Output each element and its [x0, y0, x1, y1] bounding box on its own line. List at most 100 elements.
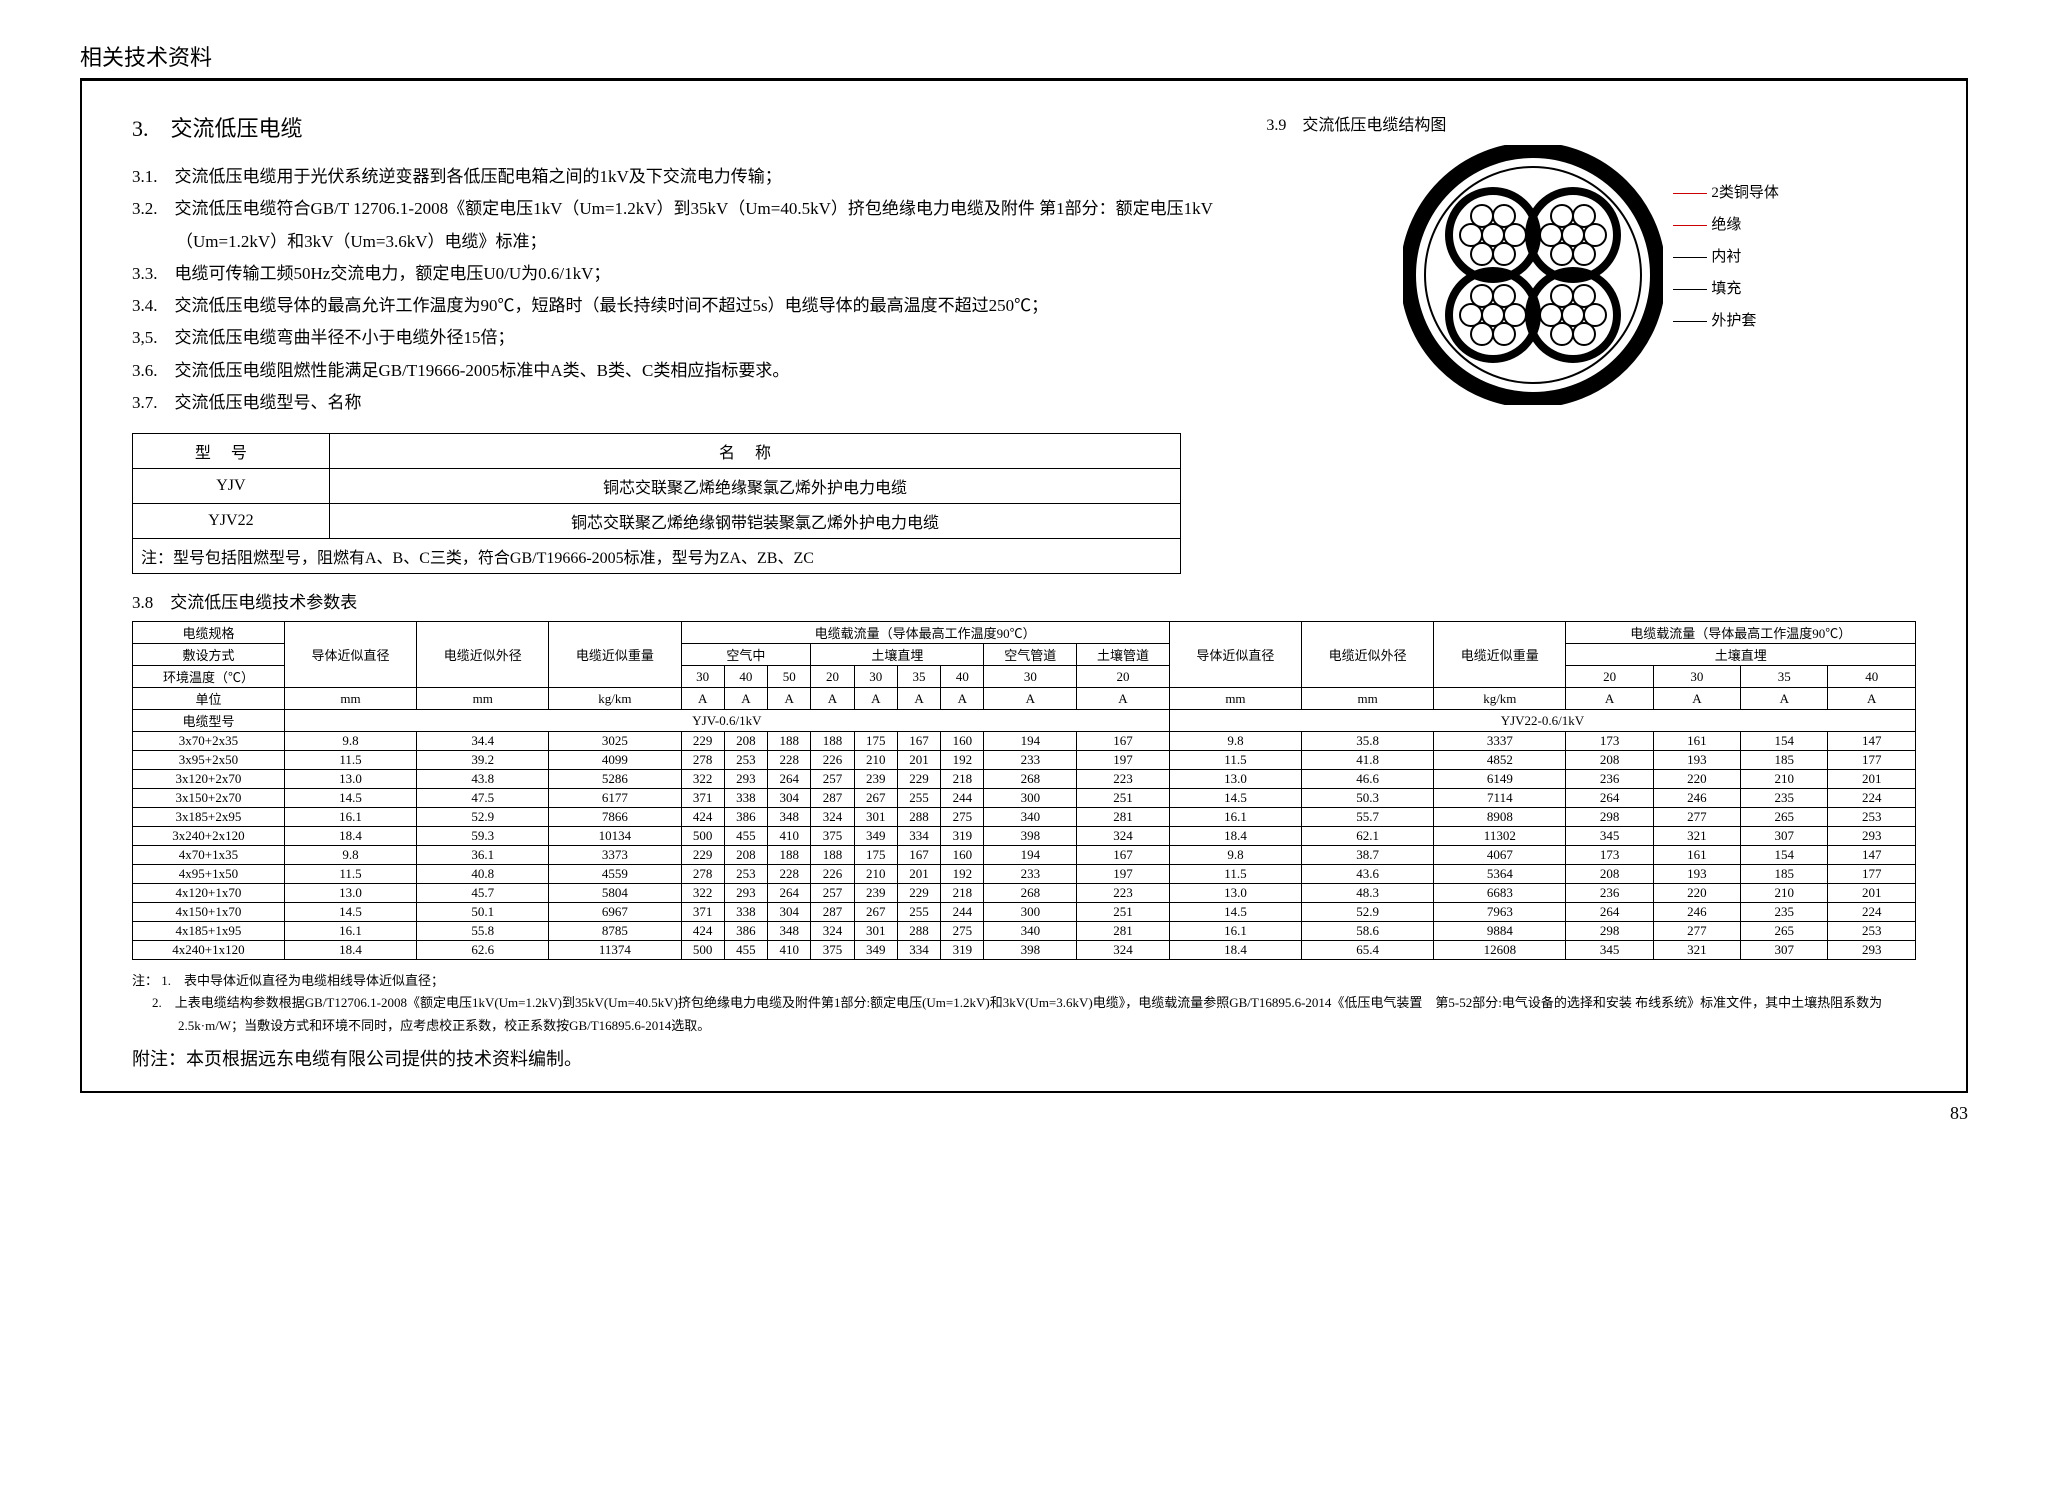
param-cell: 264	[768, 770, 811, 789]
param-cell: 161	[1653, 732, 1740, 751]
param-cell: 40	[941, 666, 984, 688]
param-cell: 3x150+2x70	[133, 789, 285, 808]
param-cell: 9.8	[1169, 732, 1301, 751]
param-cell: A	[1077, 688, 1170, 710]
param-cell: 321	[1653, 941, 1740, 960]
param-cell: A	[768, 688, 811, 710]
param-cell: 304	[768, 789, 811, 808]
param-cell: 11374	[549, 941, 681, 960]
param-cell: 46.6	[1302, 770, 1434, 789]
param-cell: 161	[1653, 846, 1740, 865]
param-cell: 264	[768, 884, 811, 903]
param-cell: 257	[811, 884, 854, 903]
param-cell: 334	[897, 941, 940, 960]
param-cell: 188	[811, 846, 854, 865]
param-cell: 导体近似直径	[284, 622, 416, 688]
param-cell: 167	[897, 846, 940, 865]
param-cell: 455	[724, 827, 767, 846]
param-cell: 55.8	[417, 922, 549, 941]
param-cell: 电缆载流量（导体最高工作温度90℃）	[681, 622, 1169, 644]
param-cell: 210	[854, 751, 897, 770]
param-cell: 11.5	[284, 751, 416, 770]
param-cell: 226	[811, 865, 854, 884]
param-cell: 空气中	[681, 644, 811, 666]
param-cell: 192	[941, 865, 984, 884]
param-cell: 电缆近似重量	[1434, 622, 1566, 688]
param-cell: 193	[1653, 865, 1740, 884]
param-cell: 16.1	[1169, 808, 1301, 827]
param-cell: 235	[1741, 903, 1828, 922]
param-cell: 敷设方式	[133, 644, 285, 666]
param-cell: 338	[724, 903, 767, 922]
type-note: 注：型号包括阻燃型号，阻燃有A、B、C三类，符合GB/T19666-2005标准…	[133, 539, 1181, 574]
param-cell: 229	[681, 846, 724, 865]
param-cell: 14.5	[1169, 903, 1301, 922]
param-cell: 265	[1741, 808, 1828, 827]
spec-item: 3,5. 交流低压电缆弯曲半径不小于电缆外径15倍；	[132, 322, 1236, 354]
param-cell: 210	[1741, 884, 1828, 903]
param-cell: 12608	[1434, 941, 1566, 960]
page-number: 83	[80, 1103, 1968, 1124]
param-cell: 电缆近似外径	[1302, 622, 1434, 688]
param-cell: 340	[984, 922, 1077, 941]
param-cell: 4099	[549, 751, 681, 770]
param-cell: 20	[1566, 666, 1653, 688]
param-cell: 298	[1566, 808, 1653, 827]
spec-item: 3.2. 交流低压电缆符合GB/T 12706.1-2008《额定电压1kV（U…	[132, 193, 1236, 258]
param-cell: 13.0	[1169, 884, 1301, 903]
param-cell: 11.5	[1169, 865, 1301, 884]
param-cell: 电缆载流量（导体最高工作温度90℃）	[1566, 622, 1916, 644]
param-cell: 236	[1566, 770, 1653, 789]
param-cell: 197	[1077, 751, 1170, 770]
param-cell: 43.6	[1302, 865, 1434, 884]
param-cell: 300	[984, 789, 1077, 808]
param-cell: 59.3	[417, 827, 549, 846]
label-insulation: 绝缘	[1673, 213, 1779, 234]
param-cell: 500	[681, 941, 724, 960]
param-cell: 197	[1077, 865, 1170, 884]
param-cell: 255	[897, 903, 940, 922]
param-cell: 40	[724, 666, 767, 688]
param-cell: mm	[1169, 688, 1301, 710]
param-cell: 188	[811, 732, 854, 751]
param-cell: 253	[724, 865, 767, 884]
param-cell: 218	[941, 884, 984, 903]
param-cell: mm	[1302, 688, 1434, 710]
param-cell: 235	[1741, 789, 1828, 808]
param-cell: 228	[768, 751, 811, 770]
param-cell: 345	[1566, 941, 1653, 960]
param-cell: 50	[768, 666, 811, 688]
param-cell: 3x120+2x70	[133, 770, 285, 789]
param-cell: 5286	[549, 770, 681, 789]
param-cell: 349	[854, 941, 897, 960]
param-cell: 324	[811, 808, 854, 827]
param-cell: 58.6	[1302, 922, 1434, 941]
th-name: 名称	[329, 434, 1180, 469]
param-cell: 257	[811, 770, 854, 789]
param-cell: 7866	[549, 808, 681, 827]
param-cell: 45.7	[417, 884, 549, 903]
param-cell: A	[1653, 688, 1740, 710]
param-cell: 307	[1741, 941, 1828, 960]
param-cell: 14.5	[284, 789, 416, 808]
param-cell: 185	[1741, 751, 1828, 770]
param-cell: 277	[1653, 922, 1740, 941]
param-cell: 16.1	[284, 808, 416, 827]
param-cell: 281	[1077, 808, 1170, 827]
page-header: 相关技术资料	[80, 40, 1968, 79]
param-cell: 导体近似直径	[1169, 622, 1301, 688]
param-cell: 14.5	[284, 903, 416, 922]
param-cell: 10134	[549, 827, 681, 846]
param-cell: 4852	[1434, 751, 1566, 770]
param-cell: 319	[941, 941, 984, 960]
param-cell: 160	[941, 846, 984, 865]
param-cell: 160	[941, 732, 984, 751]
param-cell: 5804	[549, 884, 681, 903]
param-cell: 210	[1741, 770, 1828, 789]
label-filler: 填充	[1673, 277, 1779, 298]
param-cell: 5364	[1434, 865, 1566, 884]
param-cell: 土壤管道	[1077, 644, 1170, 666]
param-cell: 电缆近似重量	[549, 622, 681, 688]
param-cell: 7963	[1434, 903, 1566, 922]
param-cell: 301	[854, 808, 897, 827]
